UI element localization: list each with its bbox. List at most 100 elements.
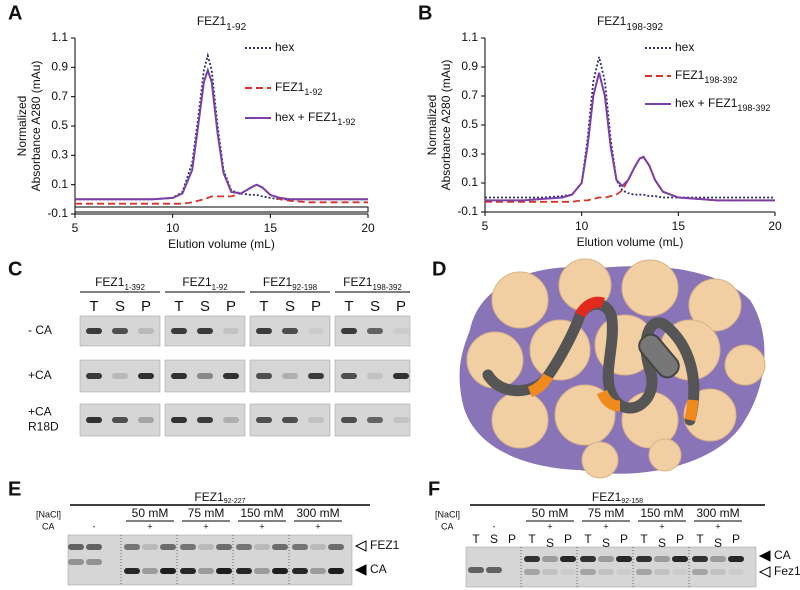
minus-sign: - xyxy=(93,521,96,531)
gel-band xyxy=(728,556,744,562)
panel-letter: B xyxy=(418,2,432,24)
gel-band xyxy=(292,544,308,550)
plus-sign: + xyxy=(603,521,608,531)
gel-band xyxy=(197,417,213,423)
gel-band xyxy=(598,569,614,575)
panel-letter: D xyxy=(432,258,446,280)
gel-band xyxy=(710,569,726,575)
gel-band xyxy=(292,568,308,574)
gel-band xyxy=(198,544,214,550)
gel-band xyxy=(341,373,357,379)
gel-band xyxy=(672,556,688,562)
gel-band xyxy=(112,373,128,379)
gel-band xyxy=(86,544,102,550)
y-tick-label: 0.9 xyxy=(51,60,68,74)
gel-band xyxy=(367,417,383,423)
gel-band xyxy=(367,328,383,334)
gel-band xyxy=(223,373,239,379)
x-tick-label: 10 xyxy=(166,221,180,235)
gel-band xyxy=(197,373,213,379)
x-axis-label: Elution volume (mL) xyxy=(577,235,684,249)
lane-label: P xyxy=(620,532,628,546)
gel-band xyxy=(524,556,540,562)
lane-label: T xyxy=(584,532,592,546)
gel-band xyxy=(236,544,252,550)
concentration: 75 mM xyxy=(188,506,225,520)
motif xyxy=(575,296,605,318)
lane-label: P xyxy=(396,298,406,315)
gel xyxy=(67,534,353,586)
lane-label: S xyxy=(285,298,295,315)
gel-band xyxy=(124,544,140,550)
capsid-diagram xyxy=(459,258,766,479)
gel-band xyxy=(68,559,84,565)
gel-band xyxy=(341,328,357,334)
gel-band xyxy=(112,328,128,334)
lane-label: T xyxy=(174,298,183,315)
row-label: - CA xyxy=(28,323,52,337)
band-label: FEZ1 xyxy=(370,538,400,552)
gel-header-main: FEZ1 xyxy=(182,275,212,289)
chart-title: FEZ11-92 xyxy=(197,14,247,33)
gel-band xyxy=(598,556,614,562)
row-label: CA xyxy=(441,521,454,531)
gel-band xyxy=(142,544,158,550)
y-axis-label: Normalized xyxy=(425,95,439,156)
gel-band xyxy=(171,417,187,423)
gel-band xyxy=(308,373,324,379)
gel-band xyxy=(636,569,652,575)
gel-band xyxy=(171,373,187,379)
gel-band xyxy=(282,417,298,423)
concentration: 50 mM xyxy=(532,506,569,520)
gel-band xyxy=(282,328,298,334)
gel-band xyxy=(272,544,288,550)
lane-label: S xyxy=(115,298,125,315)
lane-label: P xyxy=(564,532,572,546)
gel-title: FEZ192-227 xyxy=(194,490,245,505)
minus-sign: - xyxy=(493,521,496,531)
gel-band xyxy=(692,556,708,562)
x-tick-label: 5 xyxy=(482,219,489,233)
gel-band xyxy=(160,544,176,550)
legend-label-sub: 1-92 xyxy=(304,87,322,97)
gel-band xyxy=(124,568,140,574)
motif xyxy=(527,373,553,398)
gel-band xyxy=(504,567,520,573)
gel-band xyxy=(310,544,326,550)
gel-band xyxy=(86,417,102,423)
gel-band xyxy=(138,373,154,379)
y-tick-label: 1.1 xyxy=(51,30,68,44)
lane-label: S xyxy=(602,536,610,550)
gel-band xyxy=(654,569,670,575)
chart-title-main: FEZ1 xyxy=(197,14,227,28)
x-tick-label: 20 xyxy=(361,221,375,235)
gel-band xyxy=(308,328,324,334)
concentration: 150 mM xyxy=(240,506,283,520)
band-pointer xyxy=(354,540,367,552)
concentration: 75 mM xyxy=(588,506,625,520)
row-label: +CA xyxy=(28,405,52,419)
plus-sign: + xyxy=(203,521,208,531)
legend-label-sub: 198-392 xyxy=(704,75,737,85)
gel-header-sub: 1-92 xyxy=(212,283,229,292)
lane-label: S xyxy=(200,298,210,315)
lane-label: S xyxy=(370,298,380,315)
motif xyxy=(596,389,621,412)
gel-band xyxy=(256,328,272,334)
gel-band xyxy=(328,568,344,574)
lane-label: T xyxy=(259,298,268,315)
y-axis-label: Normalized xyxy=(15,96,29,157)
gel-band xyxy=(86,559,102,565)
band-label: Fez1 xyxy=(774,564,800,578)
chart-title-sub: 198-392 xyxy=(626,22,663,33)
gel-band xyxy=(138,328,154,334)
x-tick-label: 15 xyxy=(264,221,278,235)
lane-label: T xyxy=(640,532,648,546)
legend-label-sub: 198-392 xyxy=(737,103,770,113)
gel-band xyxy=(138,417,154,423)
gel-title-main: FEZ1 xyxy=(592,490,622,504)
plus-sign: + xyxy=(259,521,264,531)
gel-band xyxy=(580,569,596,575)
gel-band xyxy=(468,567,484,573)
concentration: 300 mM xyxy=(296,506,339,520)
